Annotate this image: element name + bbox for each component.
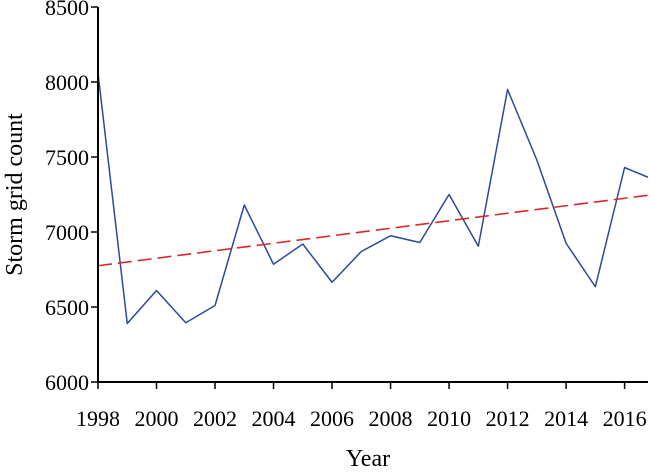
y-tick-label: 8000 [45, 70, 89, 95]
observed-line [97, 72, 649, 325]
x-axis-title: Year [346, 446, 390, 472]
x-tick-label: 2006 [310, 406, 354, 431]
trend-line [97, 194, 649, 267]
plot-area [97, 72, 649, 325]
y-tick-label: 6500 [45, 295, 89, 320]
y-tick-label: 8500 [45, 0, 89, 20]
y-axis-title-group: Storm grid count [2, 113, 28, 276]
x-axis: 1998 2000 2002 2004 2006 2008 2010 2012 2014 2016 [76, 382, 647, 431]
x-tick-label: 2010 [427, 406, 471, 431]
y-tick-label: 7500 [45, 145, 89, 170]
x-tick-label: 2016 [603, 406, 647, 431]
x-tick-label: 2008 [369, 406, 413, 431]
y-tick-label: 7000 [45, 220, 89, 245]
x-tick-label: 1998 [76, 406, 120, 431]
y-tick-label: 6000 [45, 370, 89, 395]
x-tick-label: 2012 [486, 406, 530, 431]
x-tick-label: 2000 [135, 406, 179, 431]
x-tick-label: 2002 [193, 406, 237, 431]
axis-lines [97, 7, 648, 383]
x-tick-label: 2014 [544, 406, 588, 431]
y-axis: 6000 6500 7000 7500 8000 8500 [45, 0, 98, 395]
y-axis-title: Storm grid count [2, 113, 28, 276]
x-tick-label: 2004 [252, 406, 296, 431]
